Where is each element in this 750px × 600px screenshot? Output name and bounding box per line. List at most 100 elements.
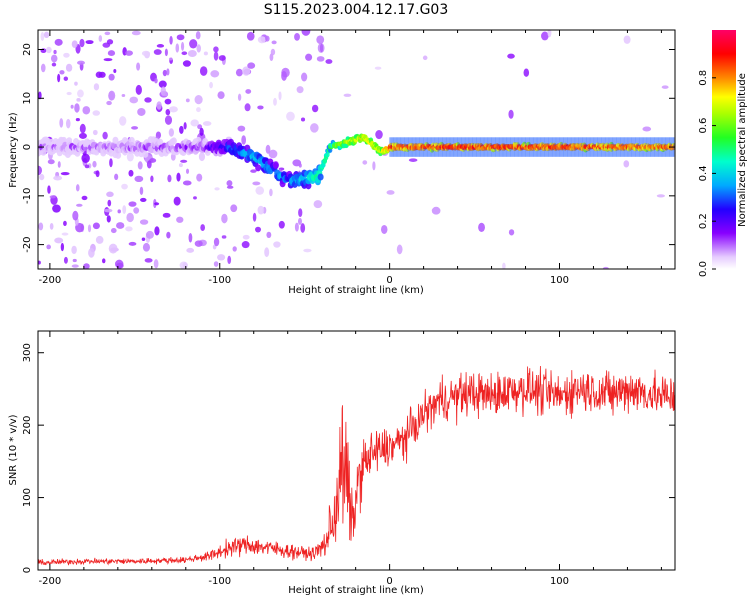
- heatmap-noise-blob: [502, 262, 506, 269]
- heatmap-signal-cell: [170, 137, 177, 145]
- heatmap-noise-blob: [50, 54, 58, 63]
- heatmap-noise-blob: [165, 109, 171, 116]
- heatmap-noise-blob: [128, 169, 134, 177]
- heatmap-noise-blob: [81, 153, 90, 164]
- heatmap-noise-blob: [303, 248, 312, 253]
- x-tick-label: -200: [39, 576, 62, 587]
- snr-frame: [37, 330, 676, 571]
- heatmap-noise-blob: [168, 57, 173, 61]
- heatmap-noise-blob: [61, 232, 69, 236]
- heatmap-noise-blob: [88, 247, 95, 258]
- heatmap-noise-blob: [38, 260, 41, 265]
- x-tick-label: -200: [39, 275, 62, 286]
- heatmap-noise-blob: [63, 220, 67, 227]
- heatmap-noise-blob: [188, 232, 193, 243]
- snr-panel: -200 -100 0 100 0 100 200 300 Height of straig…: [8, 330, 676, 596]
- heatmap-noise-blob: [108, 90, 116, 101]
- heatmap-noise-blob: [108, 243, 118, 254]
- heatmap-noise-blob: [227, 255, 232, 265]
- heatmap-signal-cell: [142, 150, 149, 158]
- heatmap-noise-blob: [255, 226, 262, 233]
- heatmap-noise-blob: [386, 190, 395, 195]
- heatmap-noise-blob: [316, 56, 325, 62]
- heatmap-noise-blob: [213, 261, 219, 267]
- heatmap-noise-blob: [45, 46, 52, 54]
- heatmap-noise-blob: [156, 101, 162, 110]
- heatmap-noise-blob: [113, 69, 117, 73]
- colorbar-gradient: [712, 30, 736, 269]
- heatmap-noise-blob: [154, 202, 160, 206]
- chart-title: S115.2023.004.12.17.G03: [264, 2, 449, 18]
- heatmap-noise-blob: [281, 70, 287, 81]
- heatmap-noise-blob: [131, 126, 139, 130]
- heatmap-noise-blob: [218, 55, 226, 61]
- x-tick-label: 100: [550, 275, 569, 286]
- heatmap-noise-blob: [541, 31, 549, 41]
- heatmap-noise-blob: [214, 187, 220, 191]
- y-tick-label: -10: [22, 188, 33, 204]
- heatmap-signal-cell: [671, 145, 675, 151]
- heatmap-noise-blob: [131, 30, 141, 36]
- heatmap-noise-blob: [106, 191, 114, 198]
- heatmap-noise-blob: [49, 195, 56, 199]
- heatmap-noise-blob: [230, 204, 238, 213]
- y-tick-label: 0: [22, 567, 33, 573]
- heatmap-noise-blob: [158, 80, 167, 88]
- heatmap-noise-blob: [71, 245, 77, 255]
- heatmap-noise-blob: [79, 123, 86, 134]
- colorbar: 0.0 0.2 0.4 0.6 0.8 Normalized spectral ampl…: [698, 30, 748, 277]
- heatmap-noise-blob: [245, 89, 252, 94]
- heatmap-noise-blob: [374, 66, 382, 70]
- heatmap-noise-blob: [128, 201, 137, 207]
- heatmap-noise-blob: [166, 68, 170, 76]
- heatmap-noise-blob: [313, 200, 323, 209]
- x-tick-label: 0: [386, 275, 392, 286]
- heatmap-noise-blob: [104, 31, 111, 36]
- heatmap-noise-blob: [136, 62, 141, 71]
- heatmap-noise-blob: [60, 172, 70, 176]
- y-tick-label: 100: [22, 488, 33, 507]
- heatmap-noise-blob: [623, 35, 631, 44]
- heatmap-noise-blob: [75, 117, 80, 122]
- x-tick-label: 0: [386, 576, 392, 587]
- heatmap-noise-blob: [85, 40, 94, 45]
- heatmap-noise-blob: [197, 124, 203, 130]
- heatmap-noise-blob: [72, 258, 77, 263]
- heatmap-noise-blob: [74, 81, 78, 86]
- snr-y-label: SNR (10 * v/v): [8, 414, 19, 485]
- heatmap-noise-blob: [195, 31, 201, 40]
- heatmap-noise-blob: [142, 242, 151, 252]
- heatmap-noise-blob: [343, 93, 352, 97]
- heatmap-noise-blob: [273, 97, 277, 106]
- heatmap-noise-blob: [38, 91, 42, 100]
- heatmap-noise-blob: [523, 68, 530, 77]
- heatmap-noise-blob: [146, 160, 152, 169]
- heatmap-noise-blob: [98, 35, 103, 42]
- heatmap-noise-blob: [79, 132, 87, 139]
- heatmap-noise-blob: [431, 206, 441, 215]
- heatmap-noise-blob: [140, 197, 147, 203]
- heatmap-noise-blob: [65, 63, 73, 72]
- heatmap-signal-cell: [157, 138, 164, 146]
- heatmap-noise-blob: [106, 39, 114, 45]
- heatmap-noise-blob: [265, 144, 271, 154]
- heatmap-noise-blob: [213, 237, 220, 247]
- heatmap-noise-blob: [72, 210, 79, 221]
- heatmap-noise-blob: [38, 165, 43, 176]
- heatmap-noise-blob: [76, 98, 81, 102]
- heatmap-noise-blob: [547, 30, 552, 38]
- heatmap-noise-blob: [153, 49, 162, 55]
- heatmap-noise-blob: [310, 123, 319, 133]
- colorbar-tick-label: 0.6: [698, 118, 709, 134]
- heatmap-noise-blob: [478, 222, 485, 233]
- colorbar-tick-label: 0.0: [698, 261, 709, 277]
- heatmap-noise-blob: [166, 231, 171, 239]
- heatmap-noise-blob: [47, 159, 55, 165]
- heatmap-noise-blob: [194, 94, 203, 105]
- heatmap-noise-blob: [77, 89, 84, 98]
- heatmap-noise-blob: [221, 213, 228, 224]
- heatmap-noise-blob: [103, 58, 113, 62]
- heatmap-noise-blob: [173, 196, 181, 206]
- heatmap-noise-blob: [95, 235, 104, 244]
